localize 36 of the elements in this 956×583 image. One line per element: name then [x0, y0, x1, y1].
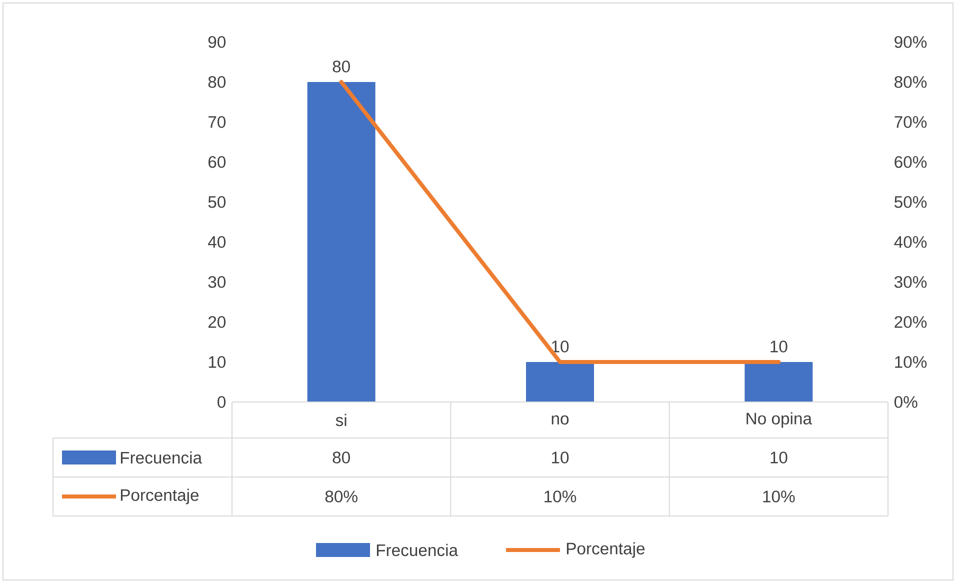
y2-tick-label: 50%	[894, 196, 927, 208]
data-label: 10%	[763, 490, 795, 502]
y-tick-label: 30	[208, 276, 226, 288]
y-tick-label: 90	[208, 36, 226, 48]
data-label: 80%	[325, 490, 358, 502]
y2-tick-label: 70%	[894, 116, 927, 128]
data-label: 10	[770, 452, 788, 464]
y2-tick-label: 20%	[894, 316, 927, 328]
x-tick-label: no	[552, 415, 569, 425]
y2-tick-label: 40%	[894, 236, 927, 248]
legend-label: Frecuencia	[120, 451, 202, 464]
y2-tick-label: 80%	[894, 76, 927, 88]
data-label: 80	[332, 452, 350, 464]
y-tick-label: 0	[218, 396, 226, 408]
y2-tick-label: 10%	[895, 356, 927, 368]
data-label: 10	[552, 452, 569, 464]
y-tick-label: 10	[208, 356, 226, 368]
text: 10	[552, 340, 569, 352]
x-tick-label: No opina	[746, 412, 812, 428]
y-tick-label: 70	[208, 116, 226, 128]
y-tick-label: 40	[208, 236, 226, 248]
x-tick-label: si	[336, 414, 346, 426]
y2-tick-label: 0%	[894, 396, 918, 408]
y-tick-label: 50	[208, 196, 226, 208]
data-label: 10%	[544, 490, 576, 502]
y2-tick-label: 90%	[894, 36, 927, 48]
y-tick-label: 80	[208, 76, 226, 88]
text: 80	[332, 60, 350, 72]
y2-tick-label: 60%	[894, 156, 927, 168]
y2-tick-label: 30%	[894, 276, 927, 288]
text: Porcentaje	[120, 488, 199, 504]
legend-label: Porcentaje	[566, 542, 645, 558]
text: 10	[770, 340, 788, 352]
y-tick-label: 20	[208, 316, 226, 328]
y-tick-label: 60	[208, 156, 226, 168]
text: Frecuencia	[376, 544, 458, 556]
